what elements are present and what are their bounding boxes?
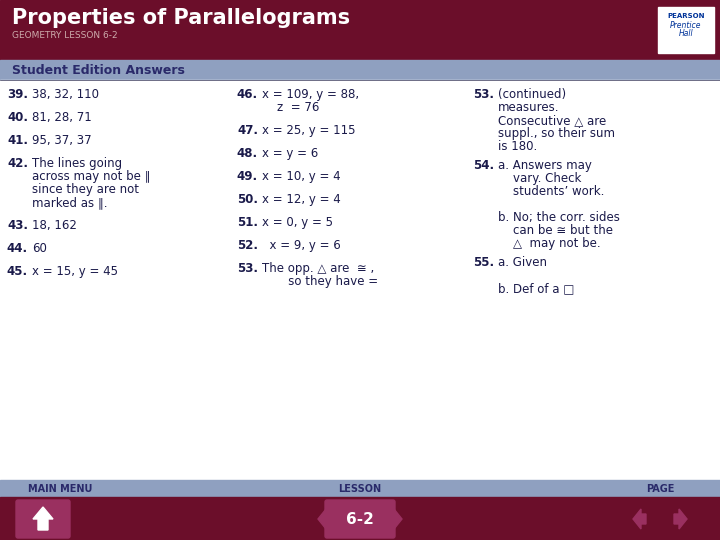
Text: 45.: 45.	[7, 265, 28, 278]
Text: GEOMETRY LESSON 6-2: GEOMETRY LESSON 6-2	[12, 30, 117, 39]
Text: a. Answers may: a. Answers may	[498, 159, 592, 172]
Text: z  = 76: z = 76	[262, 101, 320, 114]
Polygon shape	[386, 509, 402, 529]
Text: can be ≅ but the: can be ≅ but the	[498, 224, 613, 237]
Text: x = y = 6: x = y = 6	[262, 147, 318, 160]
Bar	[0, 0, 720, 60]
Text: 53.: 53.	[237, 262, 258, 275]
Text: x = 15, y = 45: x = 15, y = 45	[32, 265, 118, 278]
Text: MAIN MENU: MAIN MENU	[28, 484, 92, 494]
Polygon shape	[633, 509, 646, 529]
Text: 52.: 52.	[237, 239, 258, 252]
Bar	[0, 480, 720, 497]
Text: 41.: 41.	[7, 134, 28, 147]
Polygon shape	[33, 507, 53, 530]
Text: 50.: 50.	[237, 193, 258, 206]
Text: 44.: 44.	[7, 242, 28, 255]
Polygon shape	[318, 509, 334, 529]
Text: 55.: 55.	[473, 256, 494, 269]
Text: 18, 162: 18, 162	[32, 219, 77, 232]
Text: LESSON: LESSON	[338, 484, 382, 494]
Bar	[0, 497, 720, 540]
Text: marked as ∥.: marked as ∥.	[32, 196, 107, 209]
Bar	[0, 80, 720, 480]
Text: 6-2: 6-2	[346, 511, 374, 526]
FancyBboxPatch shape	[16, 500, 70, 538]
Text: 81, 28, 71: 81, 28, 71	[32, 111, 91, 124]
Text: 39.: 39.	[7, 88, 28, 101]
Text: x = 109, y = 88,: x = 109, y = 88,	[262, 88, 359, 101]
Text: since they are not: since they are not	[32, 183, 139, 196]
Bar	[0, 60, 720, 80]
Text: students’ work.: students’ work.	[498, 185, 604, 198]
Text: is 180.: is 180.	[498, 140, 537, 153]
Text: 60: 60	[32, 242, 47, 255]
Text: Hall: Hall	[679, 29, 693, 37]
Text: Prentice: Prentice	[670, 21, 702, 30]
Text: 95, 37, 37: 95, 37, 37	[32, 134, 91, 147]
Text: 53.: 53.	[473, 88, 494, 101]
Text: 47.: 47.	[237, 124, 258, 137]
Text: 40.: 40.	[7, 111, 28, 124]
Text: so they have =: so they have =	[262, 275, 378, 288]
Text: x = 25, y = 115: x = 25, y = 115	[262, 124, 356, 137]
Text: The lines going: The lines going	[32, 157, 122, 170]
Text: x = 12, y = 4: x = 12, y = 4	[262, 193, 341, 206]
Bar	[658, 7, 714, 53]
Text: across may not be ∥: across may not be ∥	[32, 170, 150, 183]
Text: suppl., so their sum: suppl., so their sum	[498, 127, 615, 140]
FancyBboxPatch shape	[325, 500, 395, 538]
Text: 43.: 43.	[7, 219, 28, 232]
Text: x = 10, y = 4: x = 10, y = 4	[262, 170, 341, 183]
Text: measures.: measures.	[498, 101, 559, 114]
Text: 48.: 48.	[237, 147, 258, 160]
Text: The opp. △ are  ≅ ,: The opp. △ are ≅ ,	[262, 262, 374, 275]
Text: 38, 32, 110: 38, 32, 110	[32, 88, 99, 101]
Text: PAGE: PAGE	[646, 484, 674, 494]
Text: 54.: 54.	[473, 159, 494, 172]
Text: x = 9, y = 6: x = 9, y = 6	[262, 239, 341, 252]
Text: 49.: 49.	[237, 170, 258, 183]
Text: x = 0, y = 5: x = 0, y = 5	[262, 216, 333, 229]
Text: b. No; the corr. sides: b. No; the corr. sides	[498, 211, 620, 224]
Text: b. Def of a □: b. Def of a □	[498, 282, 575, 295]
Text: (continued): (continued)	[498, 88, 566, 101]
Text: PEARSON: PEARSON	[667, 13, 705, 19]
Text: vary. Check: vary. Check	[498, 172, 581, 185]
Text: Student Edition Answers: Student Edition Answers	[12, 64, 185, 77]
Text: 42.: 42.	[7, 157, 28, 170]
Text: a. Given: a. Given	[498, 256, 547, 269]
Text: Consecutive △ are: Consecutive △ are	[498, 114, 606, 127]
Text: 51.: 51.	[237, 216, 258, 229]
Text: 46.: 46.	[237, 88, 258, 101]
Polygon shape	[674, 509, 687, 529]
Text: △  may not be.: △ may not be.	[498, 237, 600, 250]
Text: Properties of Parallelograms: Properties of Parallelograms	[12, 8, 350, 28]
